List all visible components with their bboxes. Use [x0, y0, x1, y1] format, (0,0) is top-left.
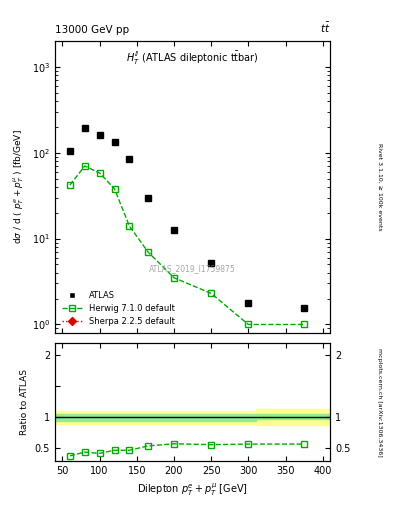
Text: $H_T^{ll}$ (ATLAS dileptonic t$\bar{\rm t}$bar): $H_T^{ll}$ (ATLAS dileptonic t$\bar{\rm …	[126, 50, 259, 67]
Text: mcplots.cern.ch [arXiv:1306.3436]: mcplots.cern.ch [arXiv:1306.3436]	[377, 348, 382, 456]
Text: Rivet 3.1.10, ≥ 100k events: Rivet 3.1.10, ≥ 100k events	[377, 143, 382, 231]
X-axis label: Dilepton $p_T^e + p_T^{\mu}$ [GeV]: Dilepton $p_T^e + p_T^{\mu}$ [GeV]	[137, 481, 248, 498]
Y-axis label: Ratio to ATLAS: Ratio to ATLAS	[20, 369, 29, 435]
Legend: ATLAS, Herwig 7.1.0 default, Sherpa 2.2.5 default: ATLAS, Herwig 7.1.0 default, Sherpa 2.2.…	[59, 288, 178, 329]
Text: ATLAS_2019_I1759875: ATLAS_2019_I1759875	[149, 264, 236, 273]
Text: $t\bar{t}$: $t\bar{t}$	[320, 21, 330, 35]
Text: 13000 GeV pp: 13000 GeV pp	[55, 25, 129, 35]
Y-axis label: d$\sigma$ / d ( $p_T^e + p_T^{\mu}$ ) [fb/GeV]: d$\sigma$ / d ( $p_T^e + p_T^{\mu}$ ) [f…	[11, 130, 26, 244]
